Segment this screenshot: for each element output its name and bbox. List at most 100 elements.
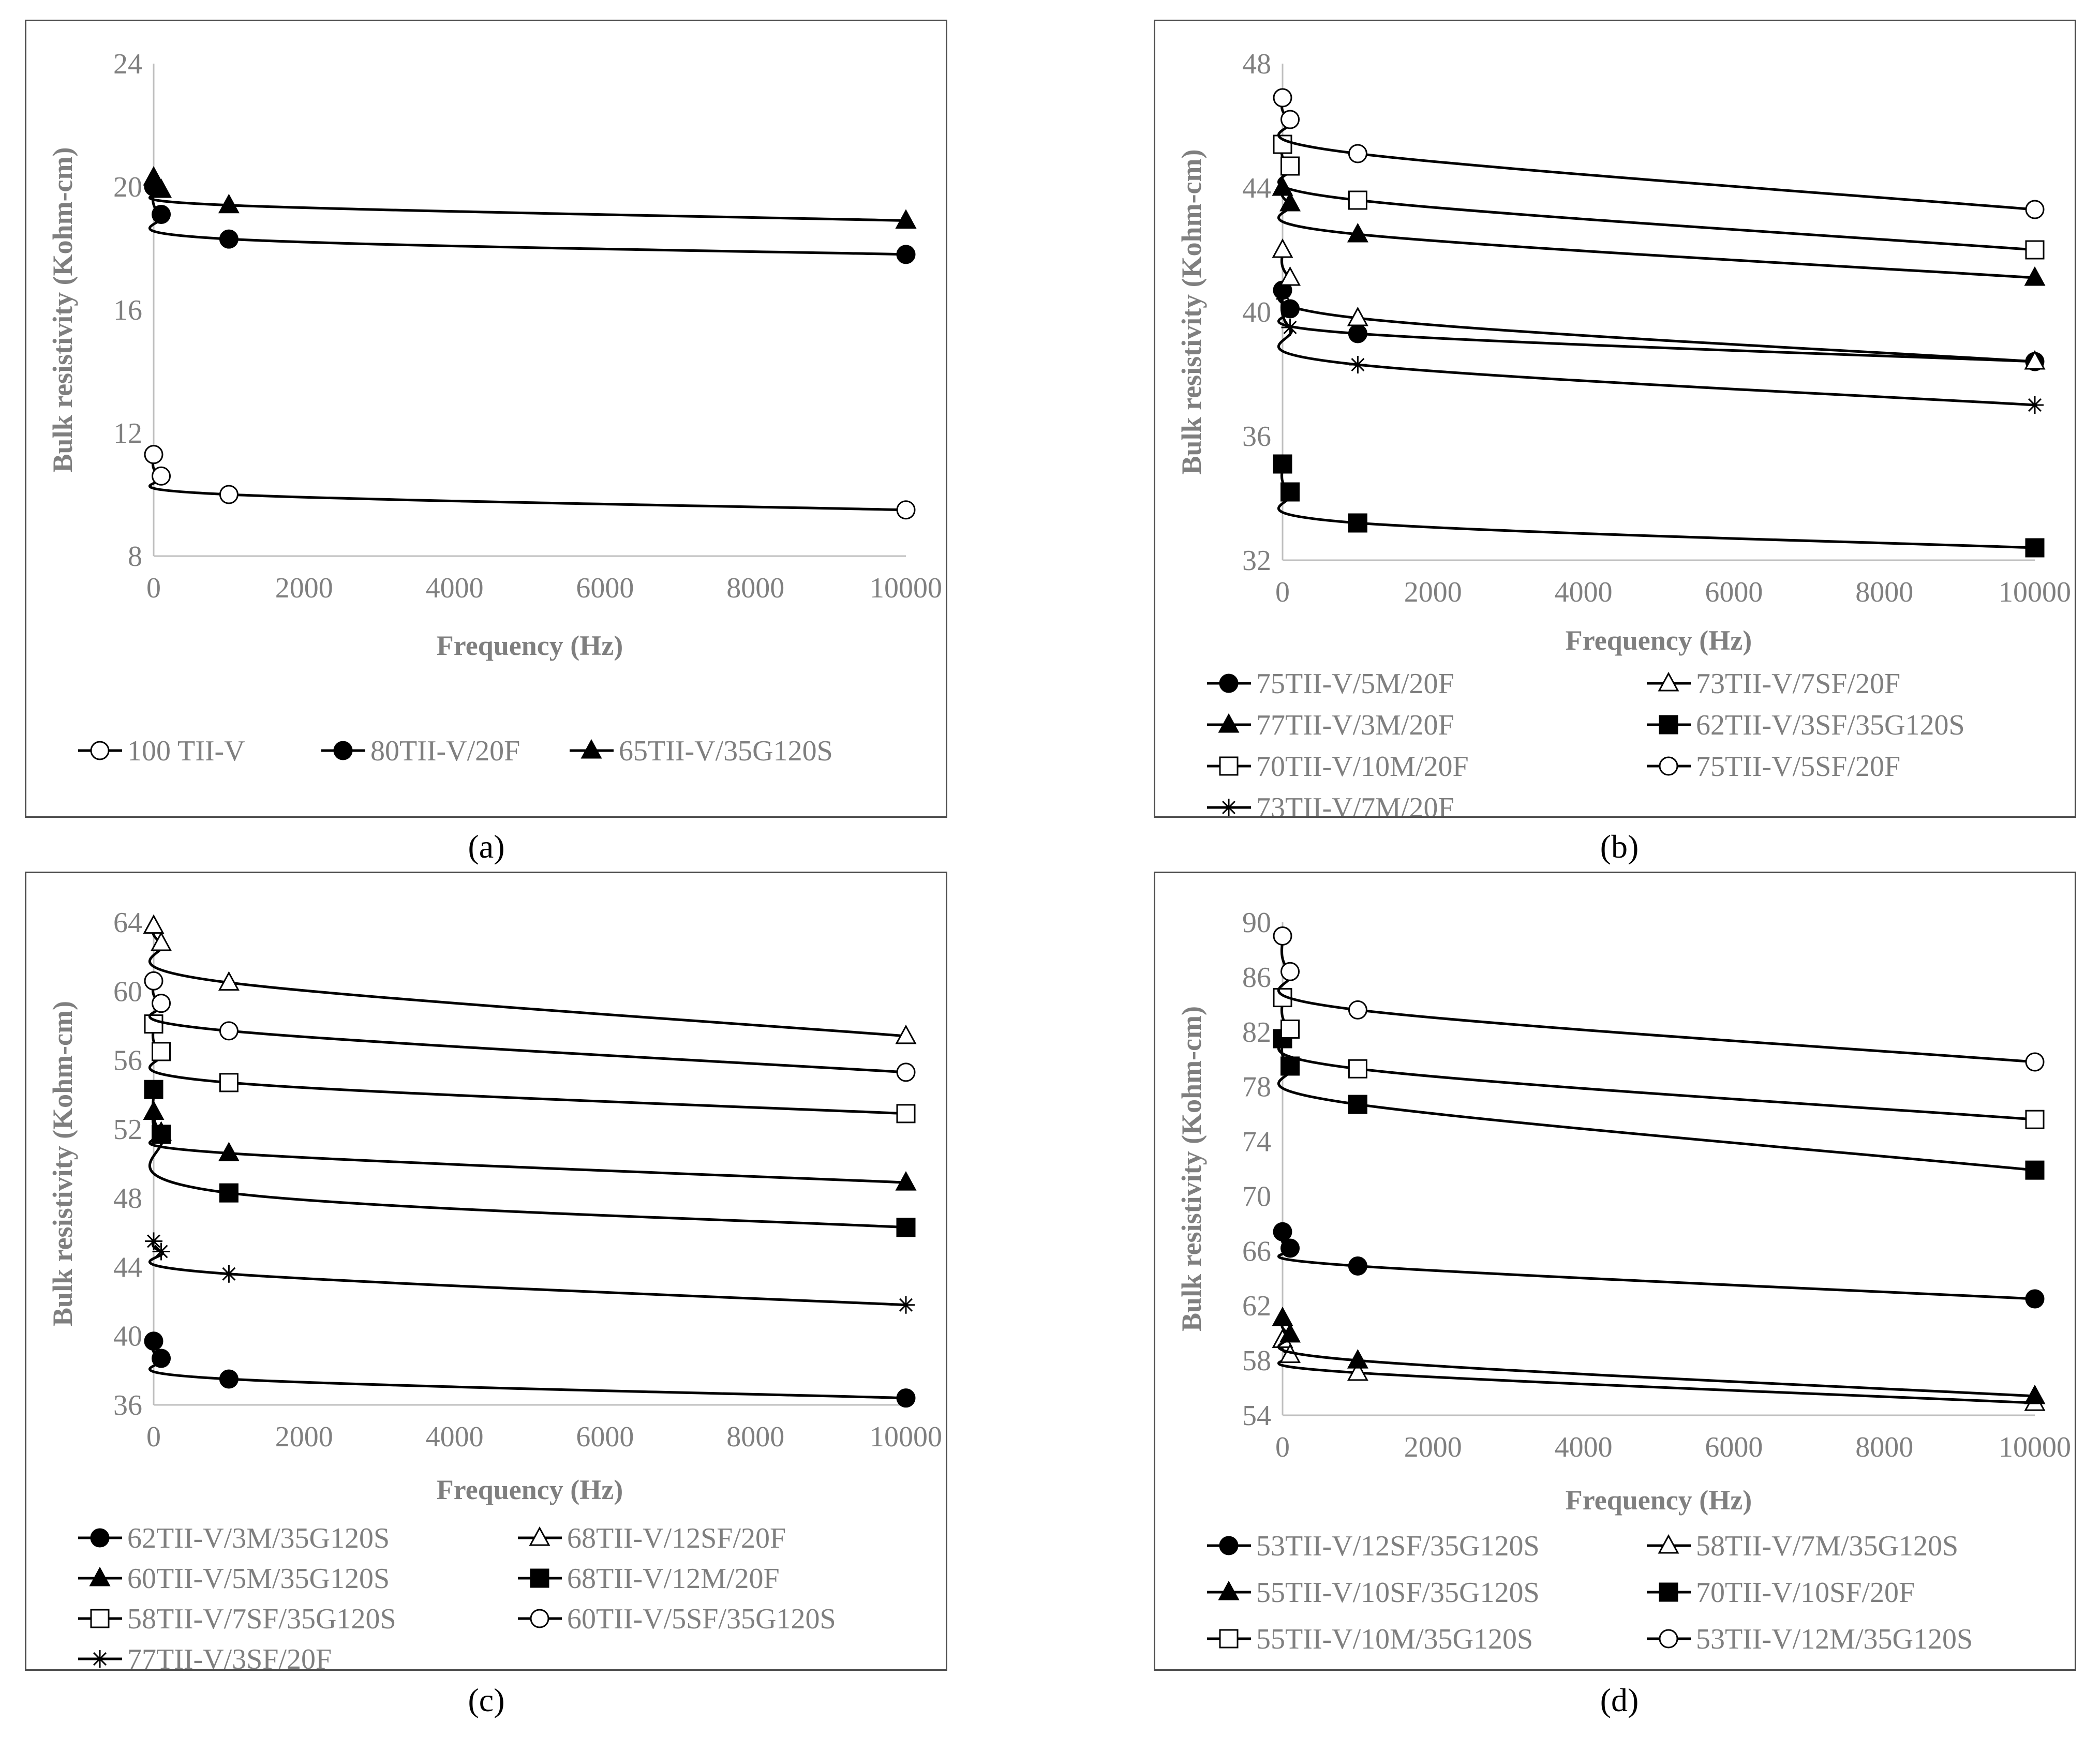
data-point	[219, 485, 239, 504]
data-point	[151, 178, 172, 198]
y-tick-label: 58	[1242, 1345, 1271, 1377]
legend-entry: 58TII-V/7SF/35G120S	[78, 1603, 396, 1635]
x-tick-label: 0	[146, 1421, 161, 1453]
legend-label: 77TII-V/3M/20F	[1256, 709, 1454, 741]
data-point	[219, 1021, 239, 1041]
data-point	[1348, 1059, 1367, 1079]
x-tick-label: 4000	[426, 572, 484, 604]
x-tick-label: 0	[146, 572, 161, 604]
series-line-1	[148, 925, 906, 1038]
legend-entry: 53TII-V/12M/35G120S	[1647, 1623, 1973, 1655]
x-tick-label: 2000	[1404, 1431, 1462, 1463]
x-axis-title: Frequency (Hz)	[437, 1474, 623, 1505]
x-tick-label: 8000	[1855, 1431, 1913, 1463]
x-tick-label: 2000	[275, 1421, 333, 1453]
data-point	[896, 1104, 916, 1124]
data-point	[2025, 1110, 2045, 1129]
data-point	[1280, 156, 1300, 176]
x-tick-label: 6000	[1705, 1431, 1763, 1463]
legend-marker	[1659, 756, 1678, 776]
legend-label: 70TII-V/10SF/20F	[1696, 1577, 1915, 1609]
panel-a: 8 12 16 20 24 0 2000 4000 6000 8000 10000 Frequency…	[25, 20, 947, 818]
legend-entry: 55TII-V/10M/35G120S	[1207, 1623, 1533, 1655]
series-line-2	[148, 176, 906, 222]
x-tick-label: 10000	[870, 572, 942, 604]
legend-entry: 60TII-V/5SF/35G120S	[518, 1603, 836, 1635]
caption-a: (a)	[468, 828, 505, 865]
data-point	[143, 914, 165, 934]
legend-marker	[1658, 671, 1679, 692]
data-point	[895, 209, 917, 229]
legend-marker	[1659, 715, 1678, 735]
legend-label: 80TII-V/20F	[370, 735, 520, 767]
series-line-4	[1277, 144, 2035, 251]
legend-label: 100 TII-V	[127, 735, 245, 767]
legend-marker	[91, 1650, 109, 1668]
data-point	[1348, 1256, 1367, 1276]
data-point	[1347, 1349, 1368, 1369]
data-point	[1348, 324, 1367, 343]
panel-d: 54 58 62 66 70 74 78 82 86 90 0 2000 4000 6000 8000 100…	[1154, 872, 2076, 1671]
legend-marker	[90, 1528, 110, 1548]
legend-label: 75TII-V/5M/20F	[1256, 668, 1454, 700]
data-point	[1273, 88, 1292, 108]
data-point	[1349, 356, 1367, 373]
legend-entry: 75TII-V/5M/20F	[1207, 668, 1454, 700]
legend-label: 73TII-V/7M/20F	[1256, 792, 1454, 816]
legend-marker	[529, 1526, 550, 1546]
legend-label: 62TII-V/3M/35G120S	[127, 1522, 390, 1554]
x-tick-label: 2000	[1404, 576, 1462, 608]
y-tick-label: 56	[113, 1045, 142, 1077]
legend-label: 75TII-V/5SF/20F	[1696, 751, 1900, 783]
data-point	[219, 1183, 239, 1203]
legend-label: 53TII-V/12M/35G120S	[1696, 1623, 1973, 1655]
data-point	[151, 931, 172, 951]
data-point	[2025, 538, 2045, 558]
legend-entry: 70TII-V/10SF/20F	[1647, 1577, 1915, 1609]
legend-label: 58TII-V/7M/35G120S	[1696, 1530, 1958, 1562]
data-point	[152, 205, 171, 224]
data-point	[896, 1062, 916, 1082]
y-tick-label: 12	[113, 417, 142, 450]
data-point	[2024, 1384, 2046, 1404]
legend-entry: 75TII-V/5SF/20F	[1647, 751, 1900, 783]
x-axis-title: Frequency (Hz)	[437, 630, 623, 661]
y-tick-label: 32	[1242, 545, 1271, 577]
data-point	[1280, 482, 1300, 502]
legend-marker	[90, 1609, 110, 1628]
data-point	[1273, 926, 1292, 946]
legend-label: 65TII-V/35G120S	[619, 735, 833, 767]
legend-marker	[530, 1609, 549, 1628]
x-tick-label: 6000	[1705, 576, 1763, 608]
legend-label: 68TII-V/12SF/20F	[567, 1522, 786, 1554]
legend-marker	[1219, 1629, 1239, 1649]
x-tick-label: 6000	[576, 1421, 634, 1453]
legend-entry: 60TII-V/5M/35G120S	[78, 1563, 390, 1595]
data-point	[144, 445, 163, 465]
legend-label: 73TII-V/7SF/20F	[1696, 668, 1900, 700]
y-tick-label: 62	[1242, 1290, 1271, 1322]
x-tick-label: 4000	[1555, 576, 1613, 608]
legend-entry: 73TII-V/7M/20F	[1207, 792, 1454, 824]
series-line-1	[148, 186, 906, 256]
data-point	[143, 166, 165, 186]
chart-d: 54 58 62 66 70 74 78 82 86 90 0 2000 4000 6000 8000 100…	[1176, 907, 2071, 1655]
y-tick-label: 36	[113, 1389, 142, 1421]
y-axis-title: Bulk resistivity (Kohm-cm)	[47, 147, 78, 473]
y-tick-label: 24	[113, 48, 142, 80]
y-tick-label: 66	[1242, 1235, 1271, 1267]
legend-label: 62TII-V/3SF/35G120S	[1696, 709, 1965, 741]
legend-marker	[90, 741, 110, 760]
legend-marker	[1659, 1582, 1678, 1602]
data-point	[1347, 1361, 1368, 1381]
series-line-6	[1277, 293, 2035, 407]
y-tick-label: 48	[1242, 48, 1271, 80]
series-line-1	[1277, 1339, 2035, 1404]
data-point	[152, 994, 171, 1013]
series-line-0	[148, 1340, 906, 1400]
panel-c: 36 40 44 48 52 56 60 64 0 2000 4000 6000 8000 10000 Fr…	[25, 872, 947, 1675]
y-tick-label: 82	[1242, 1016, 1271, 1049]
data-point	[1272, 1306, 1293, 1326]
y-tick-label: 90	[1242, 907, 1271, 939]
x-tick-label: 10000	[1999, 1431, 2071, 1463]
